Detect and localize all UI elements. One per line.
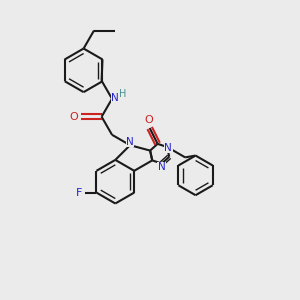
Text: O: O	[70, 112, 78, 122]
Text: F: F	[75, 188, 82, 198]
Text: N: N	[158, 163, 166, 172]
Text: N: N	[126, 137, 134, 147]
Text: N: N	[164, 143, 172, 153]
Text: O: O	[144, 115, 153, 125]
Text: H: H	[119, 89, 127, 99]
Text: N: N	[111, 93, 119, 103]
